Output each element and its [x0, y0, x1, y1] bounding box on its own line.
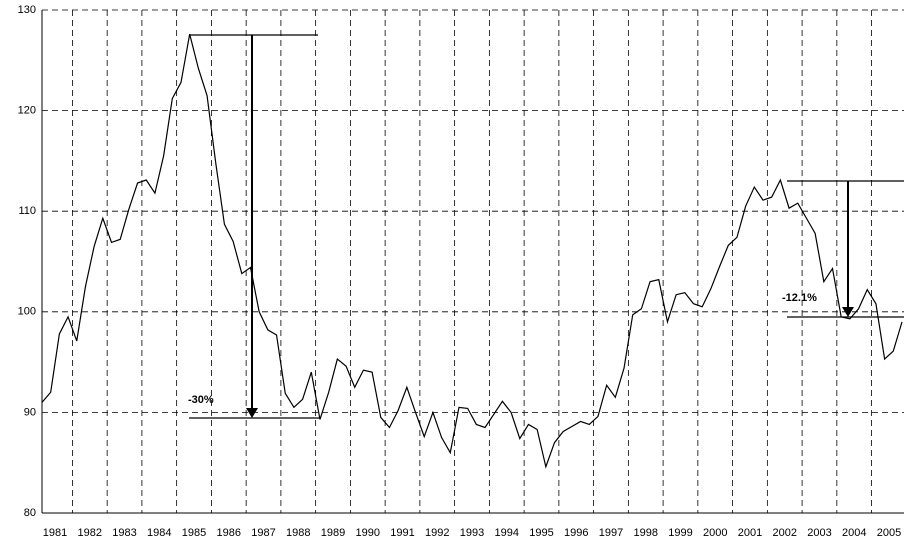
x-tick-label: 2000	[703, 527, 727, 539]
y-tick-label: 100	[18, 306, 36, 318]
x-tick-label: 2002	[772, 527, 796, 539]
x-tick-label: 1982	[78, 527, 102, 539]
x-tick-label: 1998	[633, 527, 657, 539]
x-tick-label: 1989	[321, 527, 345, 539]
x-tick-label: 1996	[564, 527, 588, 539]
x-tick-label: 1986	[217, 527, 241, 539]
x-tick-label: 2003	[807, 527, 831, 539]
x-tick-label: 1985	[182, 527, 206, 539]
x-tick-label: 1995	[529, 527, 553, 539]
annotation: -30%	[188, 394, 214, 406]
x-tick-label: 1991	[390, 527, 414, 539]
x-tick-label: 2004	[842, 527, 866, 539]
x-tick-label: 1984	[147, 527, 171, 539]
arrow-head	[842, 307, 854, 317]
x-tick-label: 1997	[599, 527, 623, 539]
y-tick-label: 90	[24, 406, 36, 418]
y-tick-label: 110	[18, 205, 36, 217]
x-tick-label: 1988	[286, 527, 310, 539]
arrow-head	[246, 408, 258, 418]
x-tick-label: 1999	[668, 527, 692, 539]
annotation-lines	[189, 34, 904, 419]
x-tick-label: 1983	[112, 527, 136, 539]
x-tick-label: 1993	[460, 527, 484, 539]
y-tick-label: 80	[24, 507, 36, 519]
x-tick-label: 2001	[738, 527, 762, 539]
x-tick-label: 1990	[356, 527, 380, 539]
x-tick-label: 1987	[251, 527, 275, 539]
x-tick-label: 1994	[495, 527, 519, 539]
annotation: -12.1%	[782, 292, 817, 304]
data-line	[41, 33, 903, 469]
x-tick-label: 1992	[425, 527, 449, 539]
y-tick-label: 130	[18, 4, 36, 16]
x-tick-label: 1981	[43, 527, 67, 539]
y-tick-label: 120	[18, 105, 36, 117]
x-tick-label: 2005	[877, 527, 901, 539]
